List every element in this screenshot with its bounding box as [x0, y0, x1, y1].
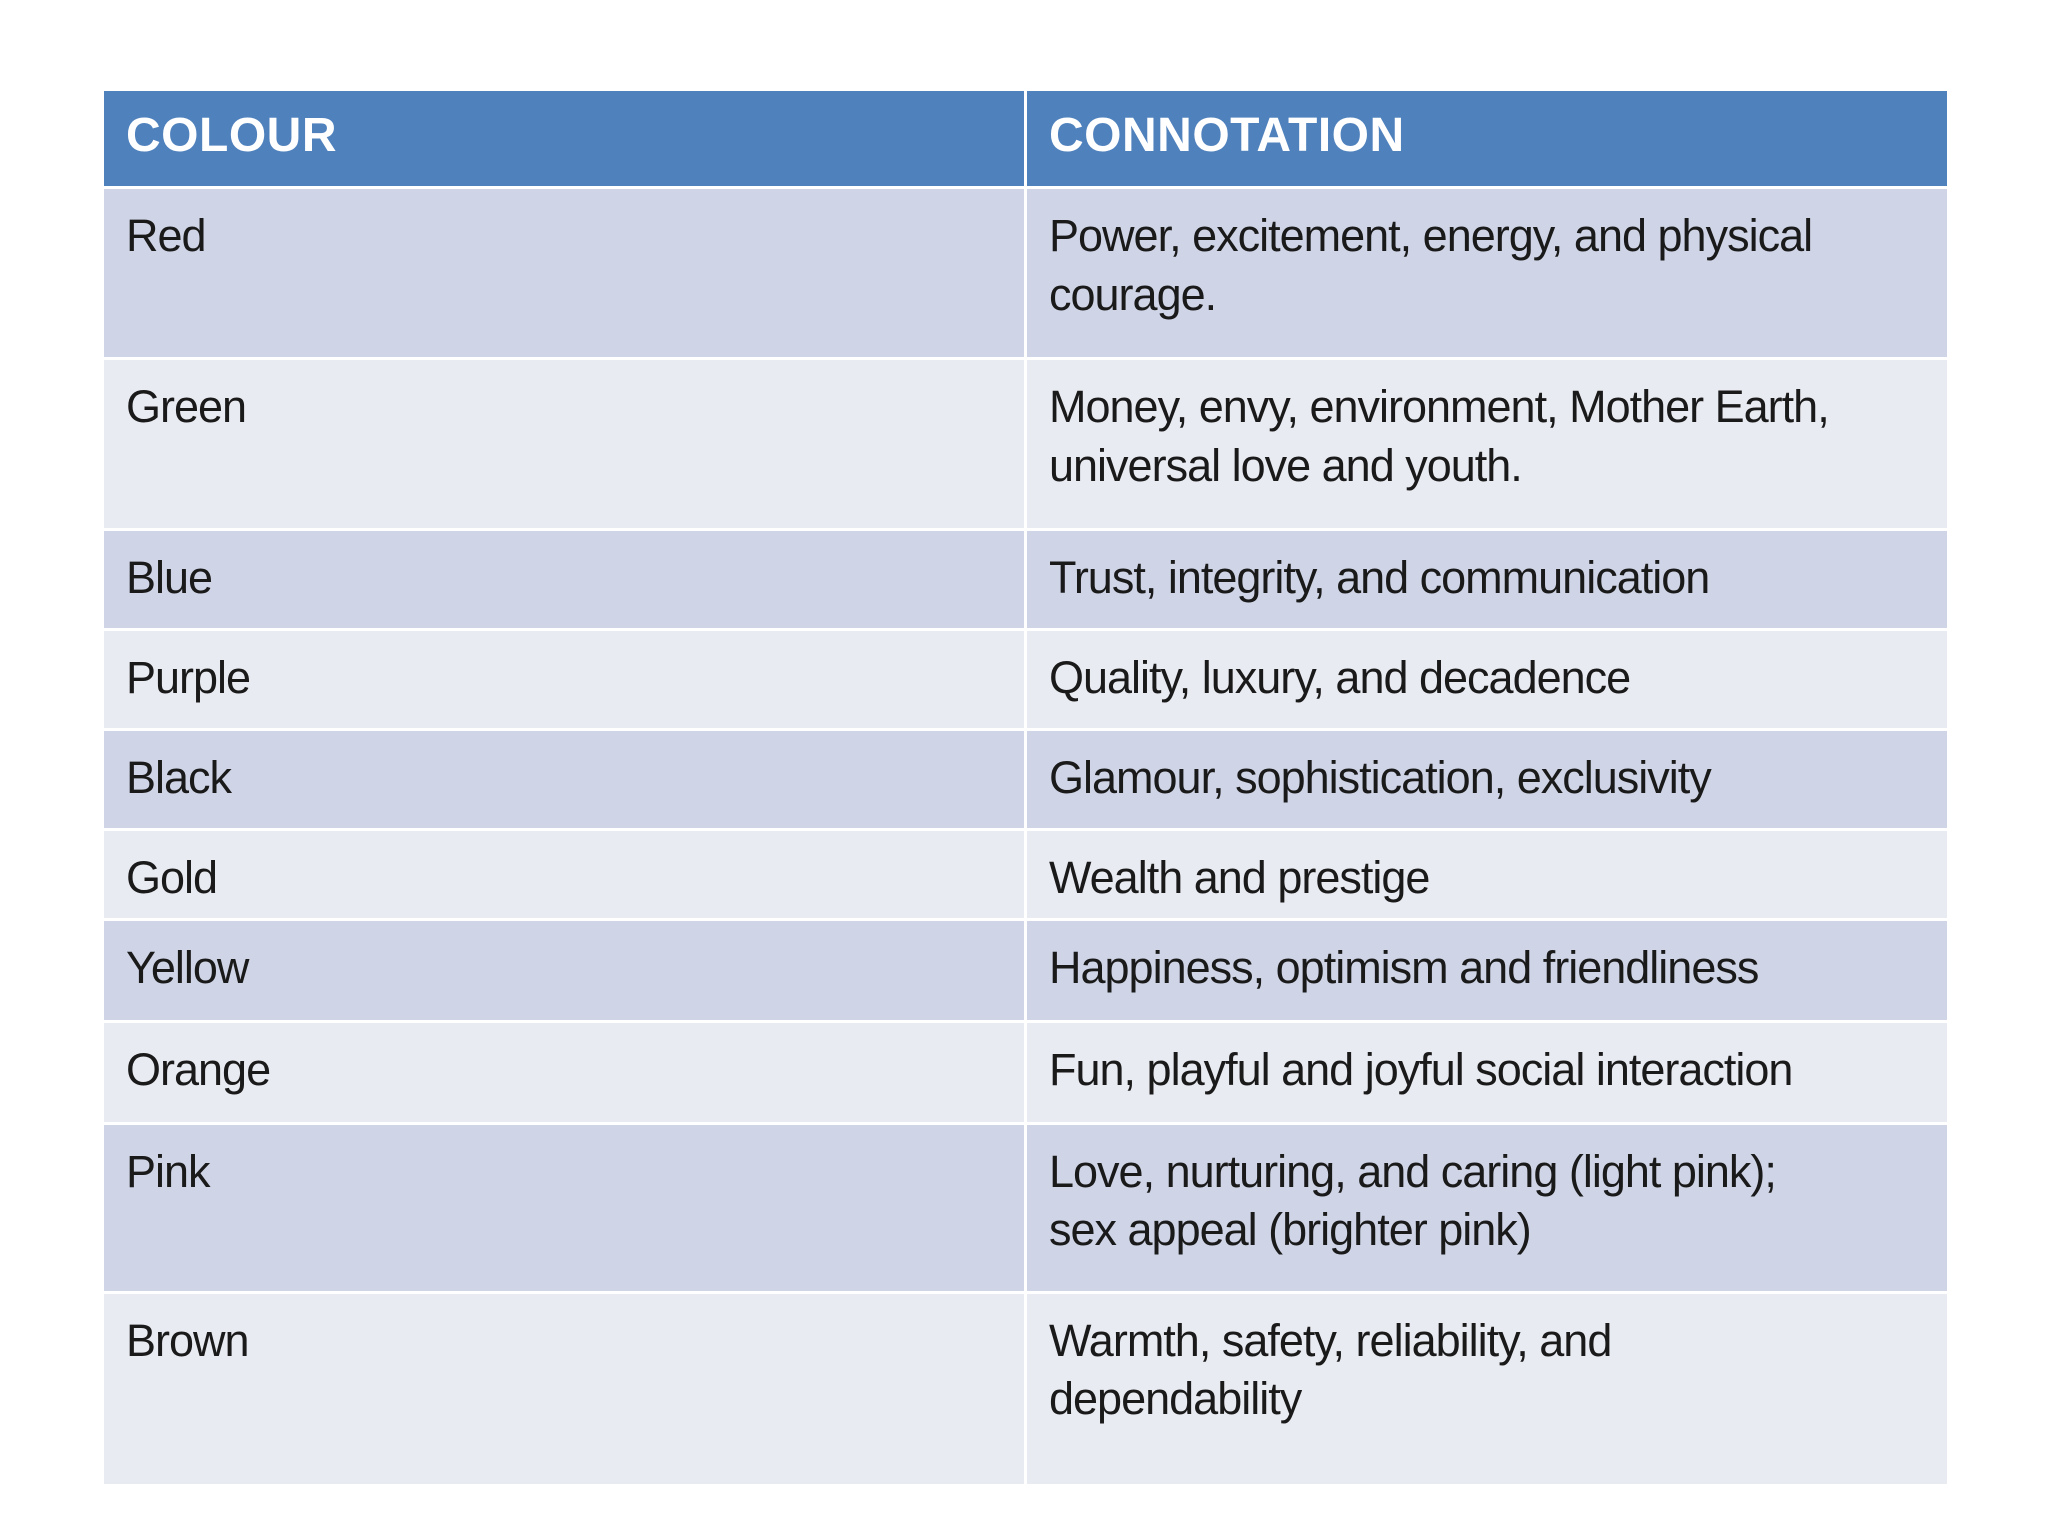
colour-cell: Purple [104, 631, 1024, 728]
table-row-yellow: Yellow Happiness, optimism and friendlin… [104, 920, 1947, 1020]
connotation-cell: Wealth and prestige [1027, 831, 1947, 918]
table-row-black: Black Glamour, sophistication, exclusivi… [104, 731, 1947, 828]
colour-cell: Pink [104, 1124, 1024, 1291]
connotation-cell: Fun, playful and joyful social interacti… [1027, 1022, 1947, 1122]
table-body: Red Power, excitement, energy, and physi… [104, 189, 1947, 1484]
table-header: COLOUR CONNOTATION [104, 91, 1947, 186]
table-row-brown: Brown Warmth, safety, reliability, and d… [104, 1293, 1947, 1484]
colour-cell: Orange [104, 1022, 1024, 1122]
connotation-cell: Love, nurturing, and caring (light pink)… [1027, 1124, 1947, 1291]
colour-cell: Yellow [104, 920, 1024, 1020]
connotation-cell: Power, excitement, energy, and physical … [1027, 189, 1947, 357]
connotation-cell: Trust, integrity, and communication [1027, 531, 1947, 628]
header-row: COLOUR CONNOTATION [104, 91, 1947, 186]
table-row-pink: Pink Love, nurturing, and caring (light … [104, 1124, 1947, 1291]
connotation-cell: Money, envy, environment, Mother Earth, … [1027, 360, 1947, 528]
connotation-cell: Glamour, sophistication, exclusivity [1027, 731, 1947, 828]
connotation-header-cell: CONNOTATION [1027, 91, 1947, 186]
table-row-gold: Gold Wealth and prestige [104, 831, 1947, 918]
colour-cell: Gold [104, 831, 1024, 918]
colour-header-cell: COLOUR [104, 91, 1024, 186]
table-row-purple: Purple Quality, luxury, and decadence [104, 631, 1947, 728]
connotation-cell: Warmth, safety, reliability, and dependa… [1027, 1293, 1947, 1484]
connotation-cell: Quality, luxury, and decadence [1027, 631, 1947, 728]
colour-connotation-table: COLOUR CONNOTATION Red Power, excitement… [101, 88, 1950, 1487]
colour-cell: Black [104, 731, 1024, 828]
connotation-cell: Happiness, optimism and friendliness [1027, 920, 1947, 1020]
table-row-blue: Blue Trust, integrity, and communication [104, 531, 1947, 628]
colour-cell: Brown [104, 1293, 1024, 1484]
colour-cell: Red [104, 189, 1024, 357]
colour-cell: Green [104, 360, 1024, 528]
table-row-orange: Orange Fun, playful and joyful social in… [104, 1022, 1947, 1122]
table-row-green: Green Money, envy, environment, Mother E… [104, 360, 1947, 528]
colour-cell: Blue [104, 531, 1024, 628]
table-row-red: Red Power, excitement, energy, and physi… [104, 189, 1947, 357]
